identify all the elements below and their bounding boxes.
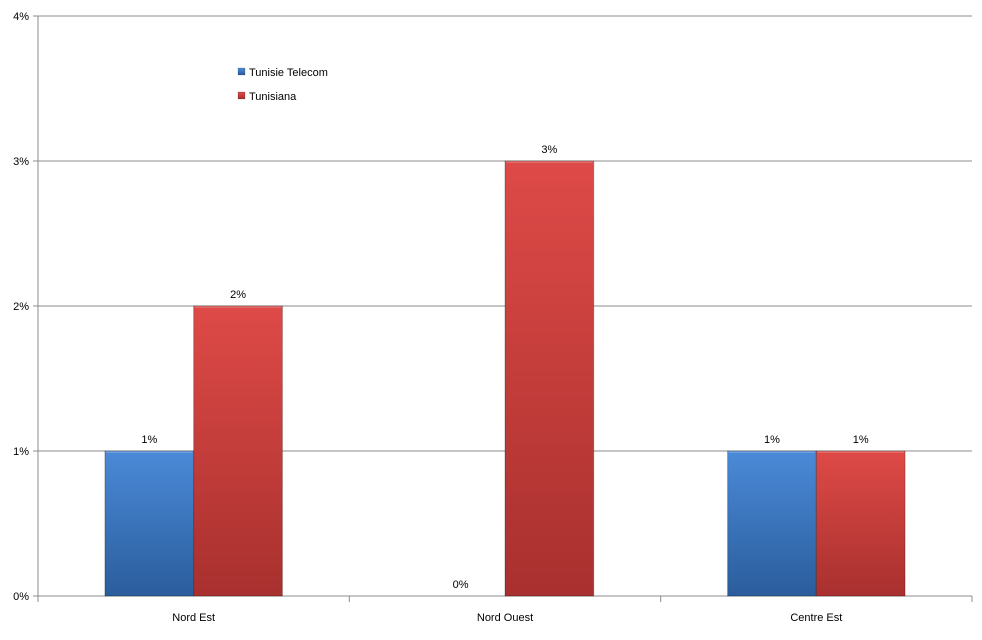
bar-tunisie-telecom [104,450,195,597]
y-axis: 0% 1% 2% 3% 4% [13,11,39,603]
data-labels: 1% 2% 0% 3% 1% 1% [141,144,869,591]
legend-swatch [237,91,246,100]
bar-tunisiana [504,160,595,597]
x-category-label: Nord Ouest [477,612,533,624]
x-axis: Nord Est Nord Ouest Centre Est [37,595,973,624]
bar-tunisiana [193,305,283,597]
data-label: 1% [141,434,157,446]
legend-label: Tunisie Telecom [249,67,328,79]
data-label: 0% [453,579,469,591]
bars [104,160,906,597]
legend-label: Tunisiana [249,91,297,103]
y-tick-label: 0% [13,591,29,603]
y-tick-label: 1% [13,446,29,458]
y-tick-label: 2% [13,301,29,313]
data-label: 3% [541,144,557,156]
x-category-label: Centre Est [790,612,842,624]
legend-swatch [237,67,246,76]
y-tick-label: 4% [13,11,29,23]
data-label: 2% [230,289,246,301]
legend: Tunisie Telecom Tunisiana [237,67,328,103]
bar-tunisiana [815,450,906,597]
bar-tunisie-telecom [727,450,817,597]
x-category-label: Nord Est [172,612,215,624]
data-label: 1% [764,434,780,446]
data-label: 1% [853,434,869,446]
y-tick-label: 3% [13,156,29,168]
